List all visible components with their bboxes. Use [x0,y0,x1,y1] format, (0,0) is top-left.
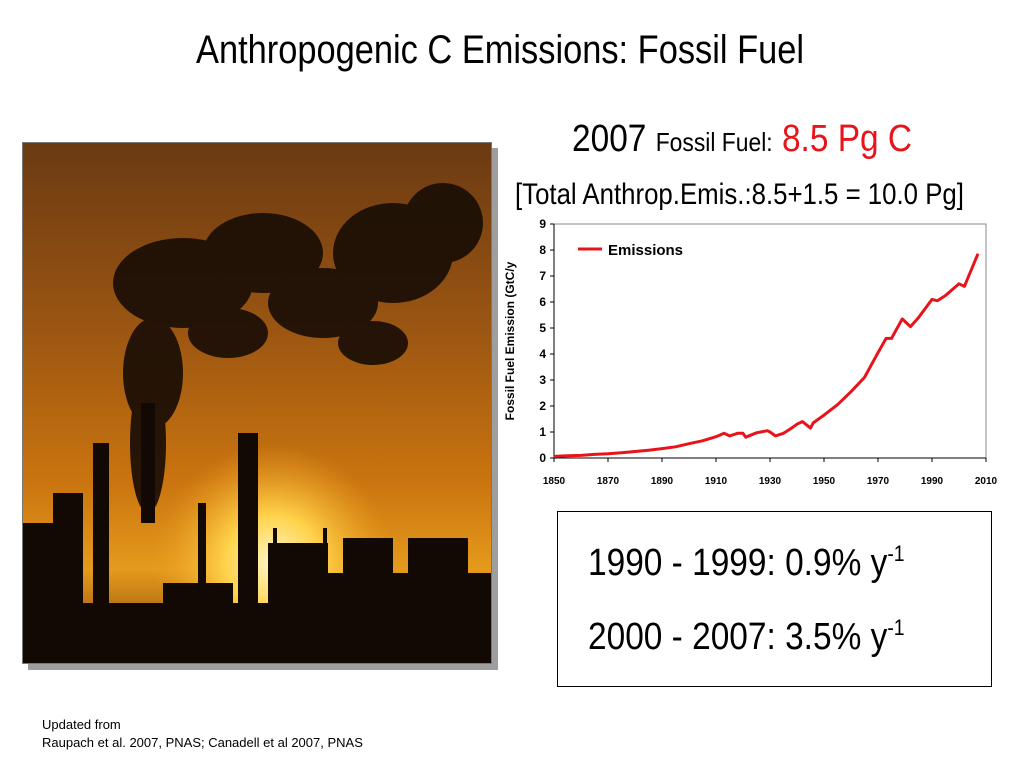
emissions-data-point [944,294,947,297]
x-tick-label: 1910 [705,476,728,487]
y-tick-label: 2 [539,399,546,413]
emissions-data-point [553,455,555,458]
emissions-data-point [620,452,623,454]
emissions-chart: 0 1 2 3 4 5 6 7 8 9 1850 1870 1890 1910 1930 1950 1970 19… [498,218,998,490]
emissions-data-point [931,298,933,300]
slide-title: Anthropogenic C Emissions: Fossil Fuel [196,28,804,72]
emissions-data-point [977,253,979,255]
citation-footnote: Updated from Raupach et al. 2007, PNAS; … [42,716,363,752]
x-tick-label: 1890 [651,476,674,487]
footnote-line-2: Raupach et al. 2007, PNAS; Canadell et a… [42,735,363,750]
emissions-data-point [823,414,825,416]
footnote-line-1: Updated from [42,717,121,732]
x-tick-label: 1950 [813,476,836,487]
x-tick-label: 2010 [975,476,998,487]
emissions-data-point [850,391,852,393]
emissions-data-point [963,285,965,287]
emissions-data-point [971,266,974,268]
headline: 2007 Fossil Fuel: 8.5 Pg C [572,118,912,161]
rate-line-2000s: 2000 - 2007: 3.5% y-1 [588,616,905,659]
total-emissions-note: [Total Anthrop.Emis.:8.5+1.5 = 10.0 Pg] [515,178,964,211]
y-tick-label: 3 [539,373,546,387]
emissions-data-point [755,432,758,434]
emissions-data-point [715,436,717,438]
emissions-data-point [769,431,771,433]
y-tick-label: 4 [539,347,546,361]
emissions-data-point [901,318,903,320]
emissions-data-point [661,448,663,450]
emissions-data-point [607,453,609,455]
emissions-data-point [742,432,744,434]
emissions-series-line [553,253,980,458]
emissions-data-point [909,326,911,328]
emissions-data-point [701,440,704,442]
growth-rates-box: 1990 - 1999: 0.9% y-1 2000 - 2007: 3.5% … [557,511,992,687]
emissions-data-point [745,436,747,438]
emissions-data-point [917,317,920,319]
smokestack-sunset-photo-icon [23,143,491,663]
y-tick-label: 9 [539,218,546,231]
rate-line-1990s: 1990 - 1999: 0.9% y-1 [588,542,905,585]
emissions-data-point [958,283,960,285]
rate-2-exponent: -1 [887,615,905,640]
emissions-data-point [593,453,596,455]
rate-1-exponent: -1 [887,541,905,566]
emissions-data-point [791,427,793,429]
x-tick-label: 1930 [759,476,782,487]
y-axis-label: Fossil Fuel Emission (GtC/y [503,261,517,420]
emissions-data-point [936,300,938,302]
emissions-data-point [774,435,776,437]
emissions-data-point [580,454,582,456]
emissions-data-point [801,421,803,423]
emissions-data-point [728,435,731,437]
x-tick-label: 1990 [921,476,944,487]
y-tick-label: 8 [539,243,546,257]
headline-value: 8.5 Pg C [781,118,913,160]
emissions-data-point [566,455,569,457]
emissions-data-point [782,432,785,434]
emissions-data-point [634,450,636,453]
headline-label: Fossil Fuel: [655,127,773,157]
emissions-data-point [796,423,798,425]
y-tick-label: 6 [539,295,546,309]
y-tick-label: 0 [539,451,546,465]
emissions-data-point [674,446,677,448]
rate-2-text: 2000 - 2007: 3.5% y [588,616,888,658]
smokestack-photo [22,142,492,664]
emissions-data-point [737,432,739,434]
y-tick-label: 5 [539,321,546,335]
emissions-data-point [877,352,879,354]
x-tick-label: 1870 [597,476,620,487]
emissions-data-point [863,376,866,378]
emissions-data-point [766,430,768,432]
legend-label: Emissions [608,242,683,259]
headline-year: 2007 [572,118,647,160]
y-tick-label: 7 [539,269,546,283]
emissions-data-point [885,337,887,339]
emissions-data-point [904,320,906,323]
emissions-data-point [836,404,839,406]
y-tick-label: 1 [539,425,546,439]
x-tick-label: 1970 [867,476,890,487]
emissions-data-point [809,427,812,429]
x-tick-label: 1850 [543,476,566,487]
emissions-chart-svg: 0 1 2 3 4 5 6 7 8 9 1850 1870 1890 1910 1930 1950 1970 19… [503,218,998,487]
emissions-data-point [688,443,690,445]
emissions-data-point [647,449,650,451]
rate-1-text: 1990 - 1999: 0.9% y [588,542,888,584]
emissions-data-point [723,432,725,434]
plot-area [553,223,987,459]
emissions-data-point [812,422,814,424]
emissions-data-point [890,337,893,339]
